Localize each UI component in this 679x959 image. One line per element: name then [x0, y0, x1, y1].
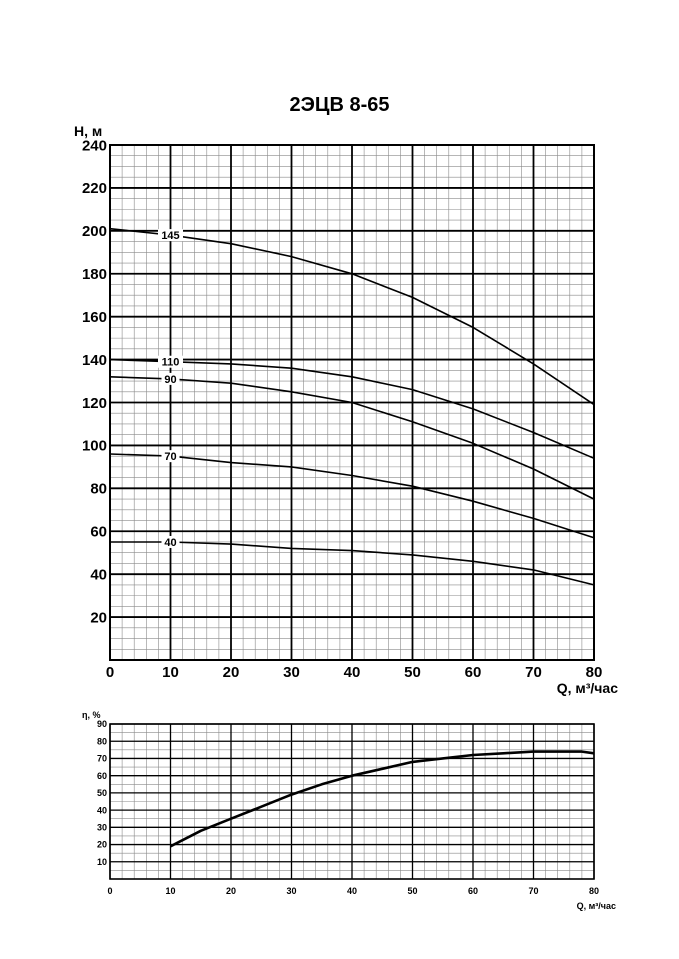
y-tick-label: 240: [82, 137, 107, 154]
series-label: 145: [161, 230, 179, 242]
y-tick-label: 70: [97, 754, 107, 764]
y-tick-label: 180: [82, 266, 107, 283]
series-line-110: [109, 358, 595, 460]
head-chart: 0 10 20 30 40 50 60 70 80 20 40 60 80 100 120 140 160 180…: [74, 123, 618, 696]
y-tick-label: 60: [90, 524, 107, 541]
series-line-0: [169, 750, 595, 848]
series-label-bg: [161, 535, 180, 548]
x-tick-label: 80: [586, 664, 603, 681]
x-tick-label: 50: [407, 886, 417, 896]
x-tick-label: 80: [589, 886, 599, 896]
x-tick-label: 10: [165, 886, 175, 896]
series-label-bg: [158, 229, 183, 242]
x-axis-label: Q, м³/час: [577, 901, 616, 911]
x-tick-label: 60: [468, 886, 478, 896]
y-tick-label: 40: [97, 805, 107, 815]
series-label-bg: [161, 450, 180, 463]
y-tick-label: 60: [97, 771, 107, 781]
x-tick-label: 30: [286, 886, 296, 896]
y-tick-label: 20: [97, 840, 107, 850]
y-tick-label: 160: [82, 309, 107, 326]
chart-title: 2ЭЦВ 8-65: [289, 94, 390, 116]
series-label: 70: [164, 451, 176, 463]
x-tick-label: 40: [347, 886, 357, 896]
y-tick-label: 140: [82, 352, 107, 369]
x-tick-label: 20: [223, 664, 240, 681]
series-line-90: [109, 376, 595, 500]
y-tick-label: 10: [97, 857, 107, 867]
series-label: 110: [162, 357, 180, 369]
efficiency-chart: 0 10 20 30 40 50 60 70 80 10 20 30 40 50 60 70 80 90η, % Q…: [82, 710, 616, 911]
y-tick-label: 20: [90, 609, 107, 626]
series-label: 40: [164, 537, 176, 549]
series-line-70: [109, 453, 595, 539]
series-label-bg: [158, 355, 183, 368]
y-tick-label: 100: [82, 438, 107, 455]
plot-frame: [109, 723, 595, 880]
x-tick-label: 70: [525, 664, 542, 681]
x-tick-label: 70: [528, 886, 538, 896]
series-label-bg: [161, 372, 180, 385]
y-tick-label: 40: [90, 566, 107, 583]
x-tick-label: 0: [107, 886, 112, 896]
y-tick-label: 30: [97, 822, 107, 832]
x-tick-label: 50: [404, 664, 421, 681]
y-tick-label: 200: [82, 223, 107, 240]
x-tick-label: 0: [106, 664, 114, 681]
y-tick-label: 90: [97, 719, 107, 729]
x-tick-label: 40: [344, 664, 361, 681]
x-tick-label: 20: [226, 886, 236, 896]
series-line-40: [110, 541, 595, 586]
y-axis-label: H, м: [74, 123, 102, 139]
x-tick-label: 30: [283, 664, 300, 681]
y-tick-label: 120: [82, 395, 107, 412]
series-line-145: [109, 227, 595, 406]
y-tick-label: 220: [82, 180, 107, 197]
x-tick-label: 60: [465, 664, 482, 681]
x-tick-label: 10: [162, 664, 179, 681]
y-tick-label: 80: [90, 481, 107, 498]
x-axis-label: Q, м³/час: [557, 680, 618, 696]
series-label: 90: [164, 374, 176, 386]
y-tick-label: 80: [97, 736, 107, 746]
plot-frame: [109, 144, 595, 661]
y-tick-label: 50: [97, 788, 107, 798]
y-axis-label: η, %: [82, 710, 101, 720]
